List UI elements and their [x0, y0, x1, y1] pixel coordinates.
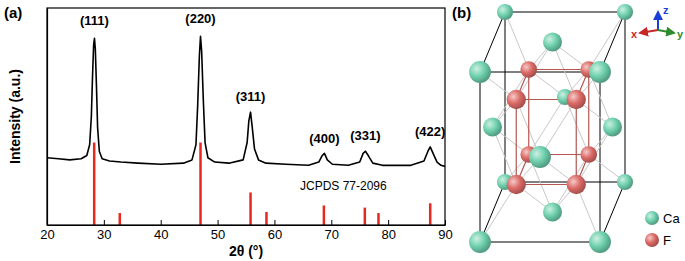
cell-edge — [625, 12, 626, 182]
y-axis — [47, 9, 48, 226]
panel-label: (a) — [4, 4, 22, 21]
x-tick-mark — [445, 220, 446, 225]
axis-label: x — [631, 28, 638, 40]
plot-area — [47, 36, 445, 225]
x-tick-label: 60 — [268, 227, 282, 242]
series-labels: JCPDS 77-2096 — [300, 179, 387, 193]
x-axis-line — [48, 225, 446, 226]
x-tick: 80 — [381, 220, 395, 242]
figure: (a) JCPDS 77-2096 20 30 40 50 60 70 80 90 2θ (°) In… — [0, 0, 685, 261]
x-tick: 30 — [97, 220, 111, 242]
x-tick-mark — [104, 220, 105, 225]
peak-label: (331) — [350, 128, 380, 143]
ca-atom — [617, 174, 633, 190]
axis-triad: z x y — [631, 4, 684, 40]
f-f-edge — [529, 69, 589, 70]
ca-f-bond — [553, 155, 589, 213]
x-axis-title: 2θ (°) — [229, 243, 263, 259]
ca-atom — [529, 146, 551, 168]
reference-stick — [429, 203, 432, 225]
ca-atom — [469, 61, 491, 83]
cell-edge — [480, 72, 481, 242]
series-label: JCPDS 77-2096 — [300, 179, 387, 193]
plot-frame — [47, 8, 445, 225]
legend-symbol — [645, 211, 659, 225]
ca-atom — [483, 118, 502, 137]
cell-edge — [480, 242, 600, 243]
reference-stick — [377, 213, 380, 225]
x-tick: 70 — [325, 220, 339, 242]
axis-arrow — [658, 30, 674, 33]
f-f-edge — [516, 100, 517, 185]
reference-stick — [199, 143, 202, 225]
ca-atom — [543, 203, 562, 222]
x-tick-label: 30 — [97, 227, 111, 242]
x-tick-mark — [274, 220, 275, 225]
legend: Ca F — [645, 211, 680, 248]
reference-stick — [323, 205, 326, 225]
ca-f-bond — [505, 12, 529, 70]
ca-f-bond — [576, 127, 612, 185]
legend-label: F — [663, 233, 671, 248]
x-tick-label: 80 — [381, 227, 395, 242]
peak-label: (111) — [80, 13, 109, 28]
reference-stick — [119, 213, 122, 225]
ca-atom — [589, 61, 611, 83]
reference-stick — [364, 208, 367, 225]
xrd-curve — [47, 36, 445, 166]
ca-f-bond — [516, 42, 552, 100]
y-axis-line — [47, 9, 48, 226]
annotations: (111) (220) (311) (400) (331) (422) — [80, 11, 445, 145]
f-f-edge — [576, 100, 577, 185]
ca-atom — [497, 4, 513, 20]
x-tick: 40 — [154, 220, 168, 242]
x-tick-label: 20 — [40, 227, 54, 242]
x-tick-mark — [161, 220, 162, 225]
ca-atom — [603, 118, 622, 137]
ca-f-bond — [493, 70, 529, 128]
legend-symbol — [645, 233, 659, 247]
ca-atom — [543, 33, 562, 52]
ca-atom — [469, 231, 491, 253]
f-atom — [507, 90, 526, 109]
x-tick-mark — [331, 220, 332, 225]
axis-label: z — [663, 4, 669, 16]
peak-label: (311) — [236, 89, 266, 104]
reference-stick — [93, 143, 96, 225]
reference-stick — [265, 212, 268, 225]
x-tick-label: 50 — [211, 227, 225, 242]
x-tick-label: 40 — [154, 227, 168, 242]
x-tick-label: 70 — [325, 227, 339, 242]
ca-atom — [617, 4, 633, 20]
x-tick: 90 — [438, 220, 452, 242]
f-atom — [580, 146, 597, 163]
f-atom — [507, 175, 526, 194]
legend-label: Ca — [663, 211, 680, 226]
ca-f-bond — [589, 12, 625, 70]
panel-label: (b) — [452, 4, 471, 21]
f-f-edge — [528, 70, 529, 155]
y-axis-title: Intensity (a.u.) — [7, 69, 23, 164]
axis-label: y — [677, 28, 684, 40]
x-tick: 50 — [211, 220, 225, 242]
f-atom — [567, 90, 586, 109]
ca-atom — [589, 231, 611, 253]
f-f-edge — [588, 70, 589, 155]
cell-edge — [505, 12, 625, 13]
peak-label: (422) — [415, 124, 445, 139]
unit-cell — [469, 4, 633, 253]
x-tick-label: 90 — [438, 227, 452, 242]
peak-label: (220) — [185, 11, 215, 26]
x-tick-mark — [218, 220, 219, 225]
reference-stick — [249, 192, 252, 225]
f-atom — [567, 175, 586, 194]
x-tick-mark — [388, 220, 389, 225]
peak-label: (400) — [309, 131, 339, 146]
x-tick: 60 — [268, 220, 282, 242]
f-atom — [520, 61, 537, 78]
axis-arrow — [657, 12, 659, 30]
x-axis: 20 30 40 50 60 70 80 90 — [40, 220, 452, 242]
axis-arrow — [640, 30, 658, 33]
